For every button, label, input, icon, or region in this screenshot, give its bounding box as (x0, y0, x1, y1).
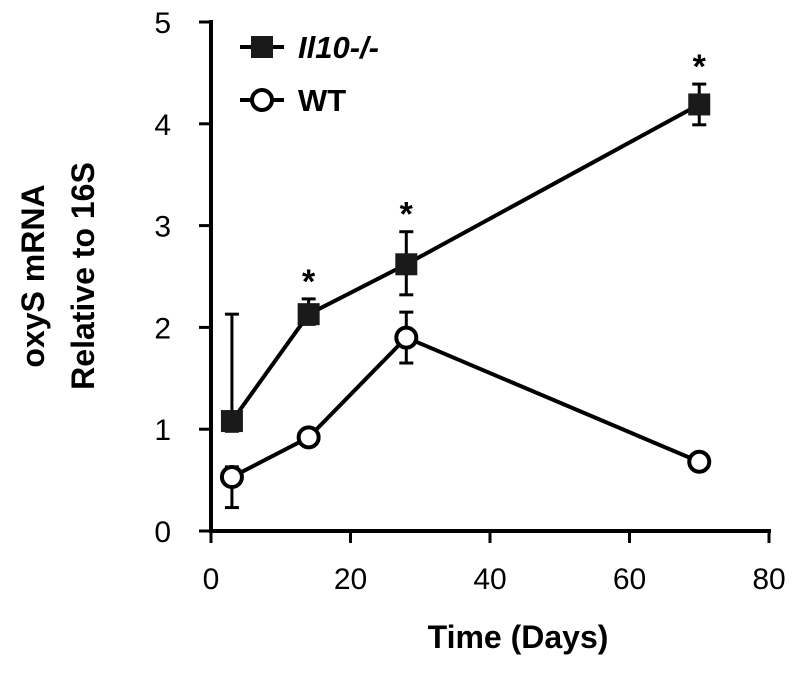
series-line-wt (231, 335, 701, 479)
x-tick-label: 80 (752, 563, 785, 596)
significance-marker: * (302, 263, 316, 301)
y-axis-title: oxyS mRNA Relative to 16S (15, 162, 101, 390)
data-point-circle (394, 325, 419, 350)
x-tick-label: 0 (203, 563, 220, 596)
series-layer: * * * (219, 48, 712, 510)
legend-marker-square (251, 36, 273, 58)
data-point-circle (687, 449, 712, 474)
y-axis-title-line: oxyS mRNA (15, 184, 51, 367)
y-tick-label: 0 (154, 516, 171, 549)
data-point-square (297, 303, 320, 326)
y-tick-label: 3 (154, 211, 171, 244)
data-point-circle (219, 465, 244, 490)
legend-label: WT (298, 83, 346, 118)
x-axis-title: Time (Days) (428, 619, 609, 655)
y-tick-label: 4 (154, 109, 171, 142)
y-tick-label: 1 (154, 414, 171, 447)
significance-marker: * (400, 196, 414, 234)
data-point-square (220, 410, 243, 433)
data-point-circle (296, 425, 321, 450)
data-point-square (688, 93, 711, 116)
x-tick-label: 20 (334, 563, 367, 596)
axes: 0 1 2 3 4 5 0 20 40 60 80 (154, 7, 785, 596)
significance-marker: * (693, 48, 707, 86)
data-point-square (395, 253, 418, 276)
legend: Il10-/- WT (240, 30, 379, 118)
y-tick-label: 5 (154, 7, 171, 40)
y-axis-title-line: Relative to 16S (65, 162, 101, 390)
y-tick-label: 2 (154, 312, 171, 345)
series-line-il10 (230, 102, 701, 423)
legend-marker-circle (250, 88, 274, 112)
x-tick-label: 60 (613, 563, 646, 596)
legend-label: Il10-/- (298, 30, 379, 65)
x-tick-label: 40 (473, 563, 506, 596)
